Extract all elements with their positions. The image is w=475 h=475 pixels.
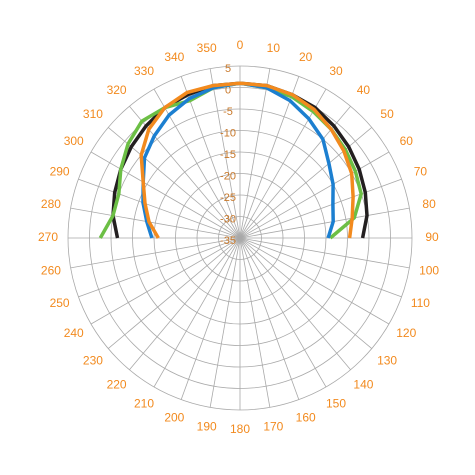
angle-label: 120 [396,326,416,340]
ring [89,87,391,389]
angle-label: 220 [107,377,127,391]
angle-label: 0 [237,38,244,52]
angle-label: 180 [230,422,250,436]
angle-label: 110 [411,296,430,310]
ring [110,108,370,368]
angle-label: 320 [107,83,127,97]
angle-label: 240 [64,326,84,340]
angle-label: 50 [380,107,394,121]
radial-label: -15 [220,149,236,161]
radial-label: -35 [220,235,236,247]
ring [67,65,413,411]
angle-label: 130 [377,354,397,368]
ring [132,130,348,346]
angle-label: 80 [422,197,436,211]
angle-label: 160 [296,411,316,425]
angle-label: 280 [41,197,61,211]
radial-label: 0 [225,84,231,96]
angle-label: 150 [326,396,346,410]
radial-label: -30 [220,213,236,225]
angle-label: 290 [50,165,70,179]
angle-label: 10 [267,41,281,55]
angle-label: 200 [164,411,184,425]
angle-label: 190 [197,419,217,433]
angle-label: 340 [164,50,184,64]
ring [218,216,262,260]
angle-label: 60 [400,134,414,148]
ring [196,194,284,282]
angle-label: 70 [414,165,428,179]
angle-label: 270 [38,230,58,244]
radial-label: -20 [220,170,236,182]
angle-label: 170 [263,419,283,433]
angle-label: 330 [134,64,154,78]
angle-label: 100 [419,264,439,278]
angle-label: 210 [134,396,154,410]
radial-label: 5 [225,63,231,75]
angle-label: 260 [41,264,61,278]
ring [175,173,305,303]
radial-label: -5 [223,106,233,118]
angle-label: 20 [299,50,313,64]
radial-label: -10 [220,127,236,139]
angle-label: 250 [50,296,70,310]
angle-label: 310 [83,107,103,121]
angle-label: 140 [353,377,373,391]
series-line [139,81,355,239]
angle-label: 90 [425,230,439,244]
angle-label: 350 [197,41,217,55]
angle-label: 40 [357,83,371,97]
angle-label: 30 [329,64,343,78]
ring [153,151,327,325]
angle-label: 230 [83,354,103,368]
radial-label: -25 [220,192,236,204]
angle-label: 300 [64,134,84,148]
